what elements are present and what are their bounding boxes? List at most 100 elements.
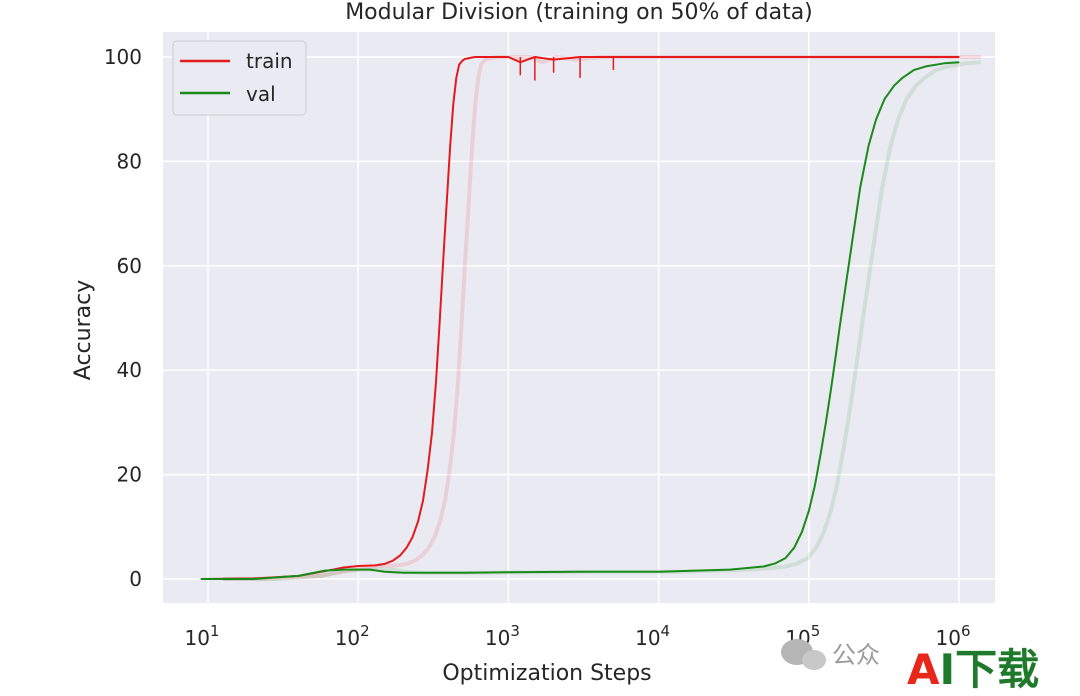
point-val-27	[846, 275, 848, 277]
legend: train val	[172, 40, 307, 116]
point-train-23	[458, 64, 460, 66]
point-val-32	[884, 98, 886, 100]
point-train-5	[357, 565, 359, 567]
point-val-10	[462, 572, 464, 574]
legend-label-val: val	[246, 82, 276, 106]
point-val-14	[729, 569, 731, 571]
point-train-18	[442, 254, 445, 256]
point-train-26	[468, 57, 470, 59]
point-train-12	[417, 521, 419, 523]
point-train-25	[463, 58, 466, 60]
y-tick-label-1: 20	[117, 463, 142, 487]
y-tick-label-4: 80	[117, 149, 142, 173]
point-val-18	[793, 547, 795, 549]
point-val-20	[808, 510, 810, 512]
series-shadow-train	[223, 54, 981, 581]
point-val-37	[943, 62, 946, 64]
point-train-13	[422, 500, 424, 502]
point-val-25	[834, 359, 836, 361]
point-train-40	[958, 56, 960, 58]
y-tick-label-5: 100	[104, 45, 142, 69]
point-val-17	[784, 557, 787, 559]
x-tick-label-2: 103	[485, 622, 520, 650]
point-train-14	[427, 468, 429, 470]
watermark: 公众 AI下载	[781, 639, 1039, 694]
x-tick-label-1: 102	[335, 622, 370, 650]
point-train-36	[658, 56, 660, 58]
point-val-24	[830, 390, 832, 392]
point-val-28	[853, 228, 855, 230]
point-train-38	[808, 56, 810, 58]
point-train-17	[439, 317, 441, 319]
point-val-11	[507, 571, 509, 573]
chart-title: Modular Division (training on 50% of dat…	[345, 0, 813, 25]
raw-series-shadows	[223, 54, 982, 581]
point-train-37	[729, 56, 731, 58]
point-train-20	[449, 145, 451, 147]
point-val-19	[801, 531, 803, 533]
point-val-5	[357, 569, 359, 571]
point-train-30	[507, 56, 509, 58]
point-train-10	[406, 547, 408, 549]
series-lines	[200, 56, 960, 580]
point-train-15	[431, 432, 433, 434]
point-val-35	[913, 69, 915, 71]
legend-box	[172, 40, 307, 116]
x-tick-label-3: 104	[635, 622, 670, 650]
point-val-7	[384, 571, 386, 573]
point-train-11	[411, 536, 414, 538]
point-train-28	[484, 56, 486, 58]
point-val-21	[814, 484, 816, 486]
point-val-23	[825, 421, 827, 423]
point-train-8	[392, 560, 394, 562]
legend-label-train: train	[246, 49, 293, 73]
point-val-34	[901, 77, 904, 79]
point-val-12	[579, 571, 581, 573]
y-tick-label-3: 60	[117, 254, 142, 278]
point-val-36	[925, 65, 927, 67]
plot-area	[163, 32, 995, 603]
x-axis-title: Optimization Steps	[442, 661, 651, 686]
point-val-2	[297, 575, 299, 577]
point-val-30	[868, 145, 870, 147]
point-val-31	[875, 119, 877, 121]
y-tick-label-2: 40	[117, 358, 142, 382]
point-train-7	[384, 563, 386, 565]
point-val-26	[838, 327, 841, 329]
point-val-22	[820, 453, 822, 455]
point-val-29	[859, 186, 861, 189]
point-val-8	[402, 572, 404, 574]
point-val-16	[774, 562, 777, 564]
point-train-16	[435, 380, 437, 382]
y-axis-title: Accuracy	[71, 280, 96, 380]
point-val-33	[893, 85, 895, 87]
point-val-0	[200, 578, 202, 580]
point-val-1	[252, 578, 254, 580]
x-tick-label-5: 106	[936, 622, 971, 650]
point-train-6	[374, 564, 376, 567]
point-train-29	[493, 56, 495, 58]
point-val-9	[429, 572, 431, 574]
point-train-4	[343, 566, 345, 569]
point-val-3	[324, 570, 326, 572]
wechat-icon	[781, 639, 826, 670]
point-train-9	[399, 554, 401, 557]
y-tick-labels: 0 20 40 60 80 100	[104, 45, 142, 591]
watermark-text: 公众	[832, 641, 880, 669]
point-val-6	[369, 569, 371, 571]
point-train-22	[455, 77, 457, 79]
point-train-21	[452, 103, 454, 105]
x-tick-label-0: 101	[185, 622, 220, 650]
point-val-13	[658, 571, 660, 573]
point-train-19	[446, 197, 448, 199]
site-logo: AI下载	[907, 645, 1039, 694]
point-train-39	[879, 56, 882, 58]
y-tick-label-0: 0	[129, 567, 142, 591]
series-shadow-val	[223, 60, 982, 581]
point-train-24	[461, 60, 463, 62]
point-train-27	[474, 56, 476, 58]
point-val-15	[763, 565, 765, 568]
point-val-4	[343, 569, 345, 571]
point-val-38	[958, 61, 960, 63]
